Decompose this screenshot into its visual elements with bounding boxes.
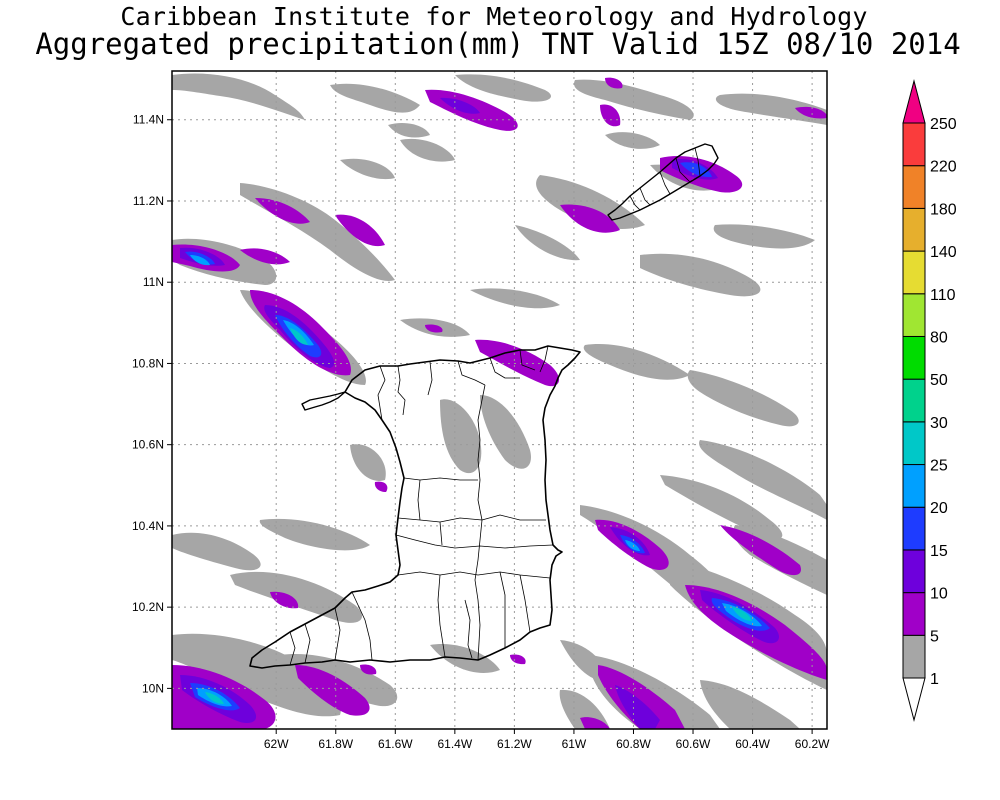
legend-swatch [902,464,926,508]
legend-swatch [902,207,926,252]
legend-swatch [902,592,926,636]
x-tick-label: 62W [264,737,289,751]
trinidad-regions [289,345,554,666]
legend-swatch [902,549,926,594]
legend-swatch [902,250,926,295]
y-tick-label: 10.6N [132,438,164,452]
legend-swatch [902,293,926,337]
trinidad-outline [249,345,581,669]
legend-label: 30 [930,415,948,432]
x-tick-label: 61.6W [378,737,413,751]
x-tick-label: 60.8W [616,737,651,751]
chart-title: Caribbean Institute for Meteorology and … [120,2,868,31]
y-tick-label: 10.2N [132,600,164,614]
x-tick-label: 61.2W [497,737,532,751]
precip-30mm [205,328,752,704]
y-tick-label: 10.8N [132,356,164,370]
map-frame [171,70,828,730]
legend-label: 180 [930,201,957,218]
legend-label: 25 [930,458,948,475]
legend-swatch [902,335,926,380]
legend-swatch [902,122,926,167]
legend-label: 15 [930,543,948,560]
x-tick-label: 61.8W [318,737,353,751]
coastline-boundaries [249,143,719,669]
legend-label: 110 [930,287,956,304]
y-tick-label: 11N [143,275,164,289]
chart-subtitle: Aggregated precipitation(mm) TNT Valid 1… [35,27,961,61]
legend-arrow-bottom [902,677,926,722]
axis-labels: 62W 61.8W 61.6W 61.4W 61.2W 61W 60.8W 60.6W 60.4… [132,113,830,751]
x-tick-label: 60.2W [795,737,830,751]
legend-label: 80 [930,329,948,346]
y-tick-label: 10.4N [132,519,164,533]
legend-swatch [902,378,926,423]
x-tick-label: 60.4W [735,737,770,751]
legend-label: 20 [930,500,948,517]
x-tick-label: 60.6W [676,737,711,751]
legend-label: 50 [930,372,948,389]
precipitation-field [172,73,827,729]
x-tick-label: 61W [562,737,587,751]
y-tick-label: 11.4N [133,113,164,127]
trinidad-northwest-peninsula [301,391,346,411]
legend-label: 220 [930,159,957,176]
x-tick-label: 61.4W [437,737,472,751]
y-tick-label: 11.2N [133,194,164,208]
legend-label: 10 [930,586,948,603]
legend-label: 1 [930,671,939,688]
legend-label: 5 [930,628,939,645]
legend-label: 250 [930,116,957,133]
y-tick-label: 10N [142,681,164,695]
legend-swatch [902,421,926,466]
tobago-regions [629,147,701,211]
legend-swatch [902,506,926,551]
legend-swatch [902,165,926,209]
legend-label: 140 [930,244,957,261]
legend-swatch [902,634,926,679]
tobago-outline [607,143,719,221]
legend-arrow-top [902,79,926,124]
